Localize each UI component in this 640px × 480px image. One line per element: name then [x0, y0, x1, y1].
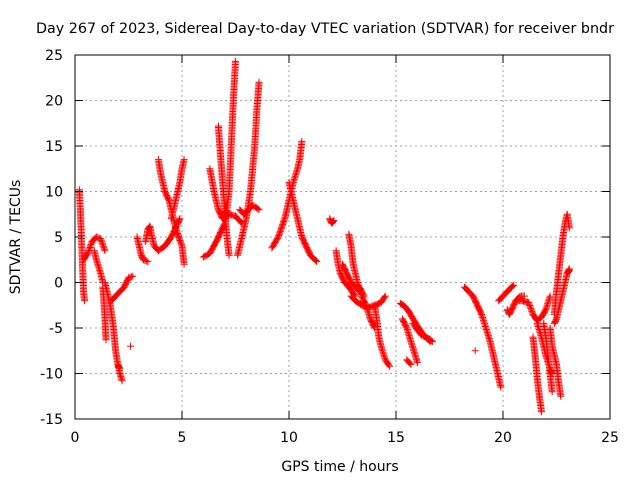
x-tick-label: 0: [71, 430, 80, 446]
grid-lines: [75, 55, 610, 419]
data-points: [75, 57, 573, 416]
x-tick-label: 20: [494, 430, 512, 446]
axis-ticks: [74, 54, 611, 420]
y-tick-label: 25: [45, 48, 63, 64]
y-tick-label: 5: [54, 230, 63, 246]
y-axis-label: SDTVAR / TECUs: [8, 180, 24, 295]
y-tick-label: -15: [40, 412, 63, 428]
chart-title: Day 267 of 2023, Sidereal Day-to-day VTE…: [36, 21, 614, 37]
y-tick-labels: -15 -10 -5 0 5 10 15 20 25: [40, 48, 63, 428]
data-markers: [75, 57, 573, 416]
x-tick-label: 25: [601, 430, 619, 446]
x-tick-label: 15: [387, 430, 405, 446]
y-tick-label: 10: [45, 185, 63, 201]
y-tick-label: 15: [45, 139, 63, 155]
x-axis-label: GPS time / hours: [281, 459, 398, 475]
x-tick-label: 10: [280, 430, 298, 446]
x-tick-labels: 0 5 10 15 20 25: [71, 430, 619, 446]
x-tick-label: 5: [178, 430, 187, 446]
y-tick-label: 0: [54, 276, 63, 292]
y-tick-label: -10: [40, 367, 63, 383]
y-tick-label: 20: [45, 94, 63, 110]
y-tick-label: -5: [49, 321, 63, 337]
